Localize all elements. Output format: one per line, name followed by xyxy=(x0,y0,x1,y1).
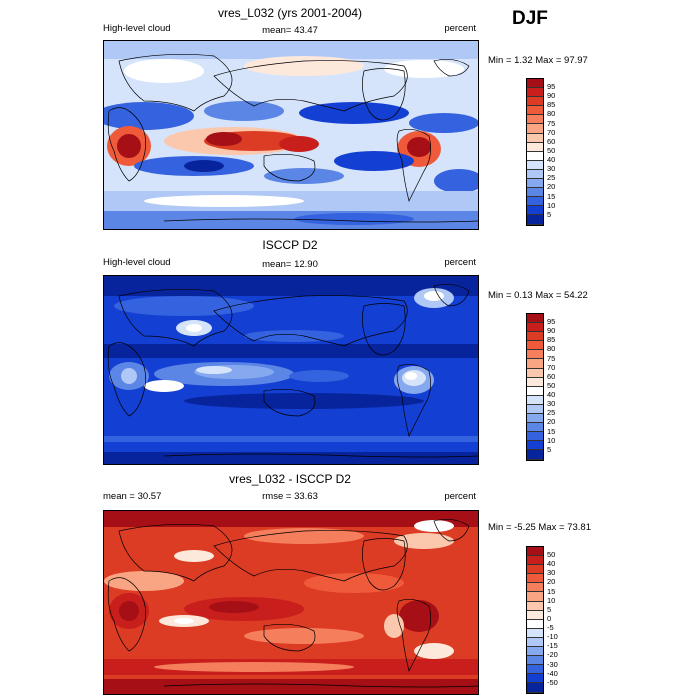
variable-label: High-level cloud xyxy=(103,257,171,268)
colorbar-tick: 15 xyxy=(547,587,556,596)
colorbar-tick: 30 xyxy=(547,568,556,577)
colorbar-tick: 10 xyxy=(547,596,556,605)
colorbar-tick: 50 xyxy=(547,550,556,559)
colorbar-tick: 10 xyxy=(547,201,556,210)
colorbar-tick: 15 xyxy=(547,192,556,201)
colorbar-tick: 85 xyxy=(547,100,556,109)
min-max-label: Min = 1.32 Max = 97.97 xyxy=(488,55,588,66)
units-label: percent xyxy=(444,23,476,34)
colorbar-tick: 5 xyxy=(547,210,552,219)
colorbar-tick: -15 xyxy=(547,641,558,650)
colorbar-tick: 80 xyxy=(547,344,556,353)
colorbar-tick: 70 xyxy=(547,363,556,372)
rmse-label: rmse = 33.63 xyxy=(262,491,318,502)
colorbar-tick: -30 xyxy=(547,660,558,669)
colorbar-labels: 95 90 85 80 75 70 60 50 40 30 25 20 15 1… xyxy=(547,313,577,459)
panel-title: vres_L032 - ISCCP D2 xyxy=(229,472,351,486)
colorbar-labels: 50 40 30 20 15 10 5 0 -5 -10 -15 -20 -30… xyxy=(547,546,577,692)
colorbar-tick: -10 xyxy=(547,632,558,641)
colorbar-tick: 75 xyxy=(547,354,556,363)
colorbar-tick: 85 xyxy=(547,335,556,344)
colorbar-tick: -50 xyxy=(547,678,558,687)
map-isccp-high-cloud xyxy=(103,275,479,465)
colorbar-tick: 80 xyxy=(547,109,556,118)
colorbar-tick: 40 xyxy=(547,390,556,399)
map-difference xyxy=(103,510,479,695)
units-label: percent xyxy=(444,491,476,502)
colorbar-tick: -5 xyxy=(547,623,554,632)
colorbar-labels: 95 90 85 80 75 70 60 50 40 30 25 20 15 1… xyxy=(547,78,577,224)
colorbar-tick: -40 xyxy=(547,669,558,678)
colorbar-tick: 70 xyxy=(547,128,556,137)
season-label: DJF xyxy=(512,8,548,29)
colorbar-tick: 50 xyxy=(547,146,556,155)
colorbar-tick: 20 xyxy=(547,577,556,586)
colorbar-tick: 15 xyxy=(547,427,556,436)
colorbar-tick: 75 xyxy=(547,119,556,128)
colorbar-tick: 30 xyxy=(547,399,556,408)
colorbar-tick: 60 xyxy=(547,372,556,381)
colorbar-tick: 50 xyxy=(547,381,556,390)
colorbar-tick: 5 xyxy=(547,445,552,454)
colorbar-tick: 95 xyxy=(547,317,556,326)
min-max-label: Min = -5.25 Max = 73.81 xyxy=(488,522,591,533)
panel-title: ISCCP D2 xyxy=(262,238,318,252)
map-model-high-cloud xyxy=(103,40,479,230)
colorbar-tick: 20 xyxy=(547,182,556,191)
panel-title: vres_L032 (yrs 2001-2004) xyxy=(217,6,363,20)
colorbar-tick: 10 xyxy=(547,436,556,445)
variable-label: High-level cloud xyxy=(103,23,171,34)
colorbar-tick: 40 xyxy=(547,155,556,164)
colorbar xyxy=(526,78,544,226)
colorbar-tick: 40 xyxy=(547,559,556,568)
mean-label: mean= 43.47 xyxy=(262,25,318,36)
min-max-label: Min = 0.13 Max = 54.22 xyxy=(488,290,588,301)
colorbar-tick: 30 xyxy=(547,164,556,173)
colorbar-tick: 25 xyxy=(547,173,556,182)
units-label: percent xyxy=(444,257,476,268)
mean-label: mean = 30.57 xyxy=(103,491,162,502)
colorbar-tick: 90 xyxy=(547,326,556,335)
colorbar-tick: 0 xyxy=(547,614,552,623)
colorbar-tick: 60 xyxy=(547,137,556,146)
colorbar-tick: -20 xyxy=(547,650,558,659)
colorbar xyxy=(526,546,544,694)
colorbar-tick: 5 xyxy=(547,605,552,614)
colorbar-tick: 20 xyxy=(547,417,556,426)
colorbar-tick: 95 xyxy=(547,82,556,91)
colorbar-tick: 90 xyxy=(547,91,556,100)
colorbar-tick: 25 xyxy=(547,408,556,417)
colorbar xyxy=(526,313,544,461)
mean-label: mean= 12.90 xyxy=(262,259,318,270)
